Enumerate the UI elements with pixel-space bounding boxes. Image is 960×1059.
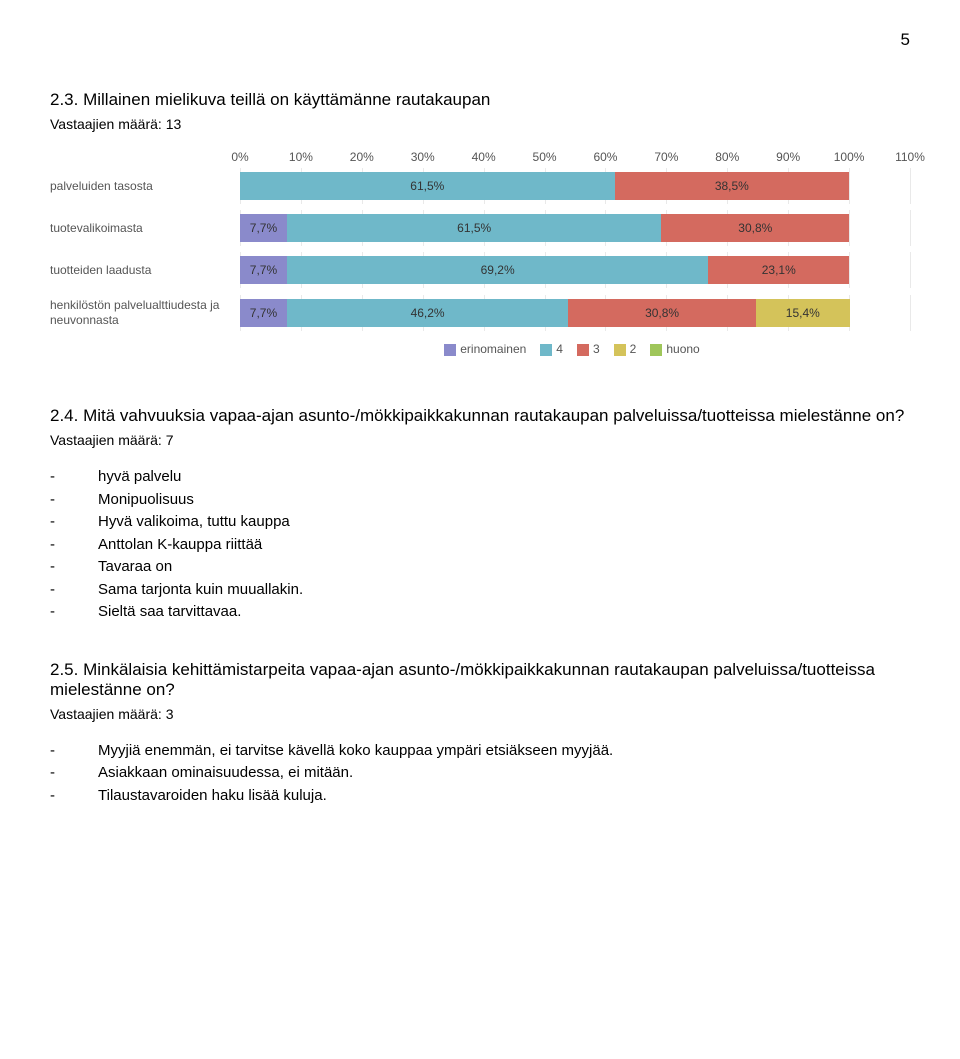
bar-label: palveluiden tasosta <box>50 179 240 194</box>
axis-tick: 50% <box>533 150 557 164</box>
section1-heading: 2.3. Millainen mielikuva teillä on käytt… <box>50 90 910 110</box>
list-item: -Monipuolisuus <box>50 489 910 512</box>
list-item-text: Tilaustavaroiden haku lisää kuluja. <box>98 785 910 808</box>
legend-label: 3 <box>593 342 600 356</box>
section2-respondents: Vastaajien määrä: 7 <box>50 432 910 448</box>
legend-swatch <box>614 344 626 356</box>
section2-heading: 2.4. Mitä vahvuuksia vapaa-ajan asunto-/… <box>50 406 910 426</box>
bar-segment: 7,7% <box>240 299 287 327</box>
legend-label: 2 <box>630 342 637 356</box>
bar-label: henkilöstön palvelualttiudesta ja neuvon… <box>50 298 240 328</box>
legend-label: huono <box>666 342 699 356</box>
axis-tick: 80% <box>715 150 739 164</box>
bullet-dash: - <box>50 785 98 808</box>
bar-row: tuotevalikoimasta7,7%61,5%30,8% <box>50 214 910 242</box>
list-item: -Asiakkaan ominaisuudessa, ei mitään. <box>50 762 910 785</box>
list-item: -hyvä palvelu <box>50 466 910 489</box>
axis-tick: 70% <box>654 150 678 164</box>
section2-list: -hyvä palvelu-Monipuolisuus-Hyvä valikoi… <box>50 466 910 624</box>
bullet-dash: - <box>50 489 98 512</box>
bullet-dash: - <box>50 740 98 763</box>
axis-tick: 10% <box>289 150 313 164</box>
legend-item: erinomainen <box>444 342 526 356</box>
bar-segment: 23,1% <box>708 256 849 284</box>
bar-label: tuotteiden laadusta <box>50 263 240 278</box>
legend-swatch <box>444 344 456 356</box>
bar-segment: 69,2% <box>287 256 708 284</box>
list-item-text: Monipuolisuus <box>98 489 910 512</box>
bar-segment: 7,7% <box>240 214 287 242</box>
axis-tick: 90% <box>776 150 800 164</box>
bar-segment: 38,5% <box>615 172 850 200</box>
axis-tick: 0% <box>231 150 248 164</box>
list-item-text: Myyjiä enemmän, ei tarvitse kävellä koko… <box>98 740 910 763</box>
legend-item: 2 <box>614 342 637 356</box>
list-item-text: hyvä palvelu <box>98 466 910 489</box>
bar-segment: 46,2% <box>287 299 568 327</box>
bullet-dash: - <box>50 579 98 602</box>
bar-row: tuotteiden laadusta7,7%69,2%23,1% <box>50 256 910 284</box>
bar-segment: 61,5% <box>240 172 615 200</box>
list-item-text: Hyvä valikoima, tuttu kauppa <box>98 511 910 534</box>
legend-item: 4 <box>540 342 563 356</box>
list-item: -Hyvä valikoima, tuttu kauppa <box>50 511 910 534</box>
bar-segment: 61,5% <box>287 214 662 242</box>
bar-segment: 30,8% <box>568 299 756 327</box>
list-item: -Sama tarjonta kuin muuallakin. <box>50 579 910 602</box>
list-item: -Tilaustavaroiden haku lisää kuluja. <box>50 785 910 808</box>
bar-segment: 30,8% <box>661 214 849 242</box>
bullet-dash: - <box>50 762 98 785</box>
list-item-text: Asiakkaan ominaisuudessa, ei mitään. <box>98 762 910 785</box>
list-item-text: Tavaraa on <box>98 556 910 579</box>
bar-label: tuotevalikoimasta <box>50 221 240 236</box>
list-item: -Myyjiä enemmän, ei tarvitse kävellä kok… <box>50 740 910 763</box>
list-item-text: Sieltä saa tarvittavaa. <box>98 601 910 624</box>
bar-row: palveluiden tasosta61,5%38,5% <box>50 172 910 200</box>
axis-tick: 40% <box>472 150 496 164</box>
list-item-text: Sama tarjonta kuin muuallakin. <box>98 579 910 602</box>
bullet-dash: - <box>50 466 98 489</box>
bar-row: henkilöstön palvelualttiudesta ja neuvon… <box>50 298 910 328</box>
legend-swatch <box>650 344 662 356</box>
list-item-text: Anttolan K-kauppa riittää <box>98 534 910 557</box>
axis-tick: 60% <box>593 150 617 164</box>
list-item: -Anttolan K-kauppa riittää <box>50 534 910 557</box>
page-number: 5 <box>50 30 910 50</box>
list-item: -Sieltä saa tarvittavaa. <box>50 601 910 624</box>
axis-tick: 110% <box>895 150 925 164</box>
bar-segment: 7,7% <box>240 256 287 284</box>
legend-item: huono <box>650 342 699 356</box>
legend-swatch <box>577 344 589 356</box>
section1-respondents: Vastaajien määrä: 13 <box>50 116 910 132</box>
axis-tick: 100% <box>834 150 865 164</box>
section3-respondents: Vastaajien määrä: 3 <box>50 706 910 722</box>
section3-heading: 2.5. Minkälaisia kehittämistarpeita vapa… <box>50 660 910 700</box>
bullet-dash: - <box>50 534 98 557</box>
axis-tick: 20% <box>350 150 374 164</box>
section3-list: -Myyjiä enemmän, ei tarvitse kävellä kok… <box>50 740 910 808</box>
axis-tick: 30% <box>411 150 435 164</box>
chart-legend: erinomainen 4 3 2 huono <box>50 342 910 356</box>
legend-label: 4 <box>556 342 563 356</box>
legend-label: erinomainen <box>460 342 526 356</box>
list-item: -Tavaraa on <box>50 556 910 579</box>
bullet-dash: - <box>50 601 98 624</box>
bullet-dash: - <box>50 511 98 534</box>
legend-item: 3 <box>577 342 600 356</box>
legend-swatch <box>540 344 552 356</box>
stacked-bar-chart: 0%10%20%30%40%50%60%70%80%90%100%110%pal… <box>50 150 910 328</box>
bar-segment: 15,4% <box>756 299 850 327</box>
bullet-dash: - <box>50 556 98 579</box>
